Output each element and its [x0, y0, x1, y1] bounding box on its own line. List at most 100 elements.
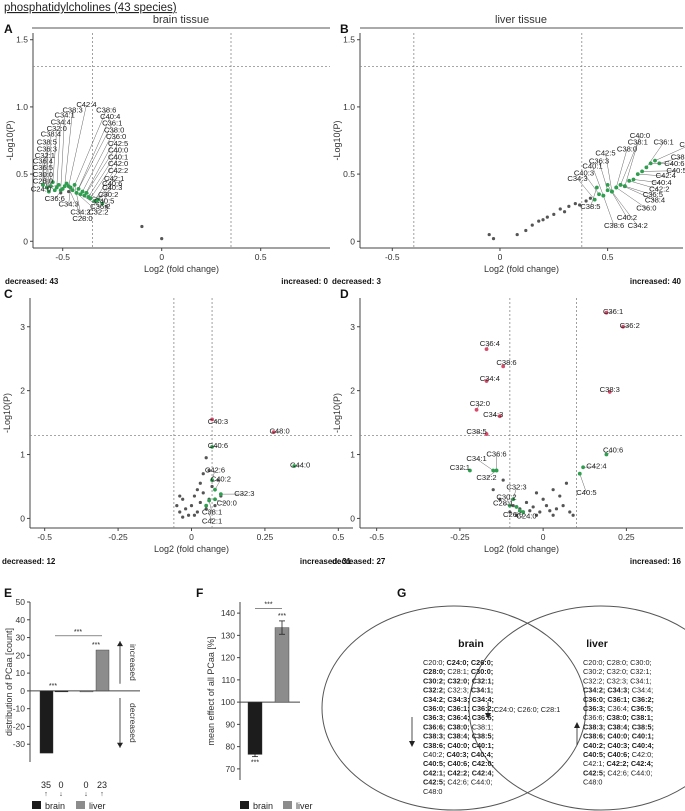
labeled-point — [614, 185, 619, 190]
venn-liver-only-species: C36:4; — [607, 704, 631, 713]
venn-liver-only-species: C36:5; — [631, 704, 653, 713]
label-leader-line — [88, 150, 119, 198]
y-tick-label: 80 — [226, 742, 236, 752]
point-label: C36:5 — [643, 190, 663, 199]
venn-liver-only-species: C36:0; — [583, 695, 607, 704]
x-axis-label: Log2 (fold change) — [154, 544, 229, 554]
label-leader-line — [76, 116, 111, 194]
point-label: C38:3 — [671, 152, 685, 161]
legend-swatch-liver — [76, 801, 85, 809]
venn-liver-only-species: C36:6; — [583, 713, 607, 722]
point-label: C34:4 — [480, 374, 500, 383]
venn-liver-only-species: C40:0; — [607, 732, 631, 741]
venn-liver-only-species: C38:6; — [583, 732, 607, 741]
venn-brain-only-row: C38:3; C38:4; C38:5; — [423, 732, 494, 741]
labeled-point — [207, 498, 212, 503]
venn-brain-only-row: C36:6; C38:0; C38:1; — [423, 722, 493, 731]
venn-brain-only-species: C36:0; — [423, 704, 447, 713]
point-label: C36:2 — [679, 140, 685, 149]
panel-b: B 0 0.5 1.0 1.5 -0.5 0 0.5 Log2 (fold change) -Lo… — [332, 22, 685, 286]
bar-brain — [247, 701, 263, 755]
venn-brain-only-row: C36:0; C36:1; C36:2; — [423, 704, 494, 713]
point-label: C32:0 — [47, 124, 67, 133]
venn-liver-only-row: C34:2; C34:3; C34:4; — [583, 686, 653, 695]
panel-d: D 0 1 2 3 -0.5 -0.25 0 0.25 Log2 (fold change) -Lo… — [332, 287, 683, 566]
venn-brain-only-row: C48:0 — [423, 787, 442, 796]
label-leader-line — [40, 184, 59, 190]
labeled-point — [210, 478, 214, 482]
y-tick-label: 0.5 — [343, 169, 355, 179]
legend-label-liver: liver — [89, 801, 106, 811]
panel-letter: C — [4, 287, 13, 301]
label-leader-line — [42, 155, 46, 185]
point-label: C38:0 — [104, 125, 124, 134]
data-point — [568, 510, 572, 514]
y-tick-label: 1.0 — [343, 102, 355, 112]
labeled-point — [41, 182, 45, 187]
data-point — [530, 223, 534, 227]
direction-arrow: ↑ — [44, 791, 48, 798]
labeled-point — [60, 186, 65, 191]
label-leader-line — [512, 487, 517, 500]
point-label: C40:2 — [617, 213, 637, 222]
venn-brain-only-species: C42:2; — [447, 768, 471, 777]
labeled-point — [581, 465, 586, 470]
count-liver-decreased: 0 — [83, 780, 88, 790]
point-label: C42:2 — [649, 185, 669, 194]
point-label: C32:2 — [476, 473, 496, 482]
y-tick-label: 3 — [350, 322, 355, 332]
data-point — [184, 507, 188, 511]
venn-brain-only-row: C32:2; C32:3; C34:1; — [423, 686, 493, 695]
data-point — [588, 196, 593, 200]
point-label: C36:4 — [480, 339, 500, 348]
y-tick-label: 0.5 — [16, 169, 28, 179]
x-axis-label: Log2 (fold change) — [484, 264, 559, 274]
labeled-point — [511, 497, 516, 502]
venn-brain-only-row: C40:2; C40:3; C40:4; — [423, 750, 493, 759]
legend-label-brain: brain — [253, 801, 273, 811]
point-label: C40:5 — [94, 197, 114, 206]
point-label: C36:1 — [653, 138, 673, 147]
venn-brain-only-species: C32:2; — [423, 686, 447, 695]
labeled-point — [577, 471, 582, 476]
point-label: C34:3 — [567, 174, 587, 183]
count-brain-increased: 0 — [58, 780, 63, 790]
decreased-label: decreased — [128, 703, 138, 743]
venn-brain-only-species: C42:4; — [472, 768, 494, 777]
labeled-point — [631, 177, 636, 182]
label-leader-line — [590, 187, 598, 208]
y-axis-label: -Log10(P) — [5, 120, 15, 160]
y-tick-label: 40 — [16, 615, 26, 625]
point-label: C28:0 — [72, 214, 92, 223]
venn-liver-only-species: C34:4; — [632, 686, 654, 695]
venn-liver-only-row: C36:6; C38:0; C38:1; — [583, 713, 653, 722]
venn-liver-only-row: C20:0; C28:0; C30:0; — [583, 658, 652, 667]
significance-marker: *** — [74, 629, 82, 636]
data-point — [571, 513, 575, 517]
point-label: C32:2 — [88, 207, 108, 216]
data-point — [562, 210, 567, 214]
data-point — [515, 232, 519, 237]
decreased-count: decreased: 43 — [5, 277, 59, 286]
x-tick-label: -0.5 — [37, 532, 52, 542]
venn-brain-only-row: C42:1; C42:2; C42:4; — [423, 768, 494, 777]
legend-swatch-brain — [32, 801, 41, 809]
label-leader-line — [503, 503, 517, 508]
venn-liver-only-row: C48:0 — [583, 778, 602, 787]
labeled-point — [100, 201, 105, 206]
venn-brain-only-species: C42:5; — [423, 778, 447, 787]
label-leader-line — [577, 178, 595, 200]
x-axis-label: Log2 (fold change) — [484, 544, 559, 554]
x-tick-label: 0.5 — [602, 252, 614, 262]
y-tick-label: -20 — [13, 721, 26, 731]
venn-liver-only-species: C38:5; — [632, 722, 654, 731]
labeled-point — [50, 180, 55, 185]
venn-brain-only-row: C20:0; C24:0; C26:0; — [423, 658, 493, 667]
y-axis-label: mean effect of all PCaa [%] — [206, 637, 216, 746]
legend-label-liver: liver — [296, 801, 313, 811]
labeled-point — [601, 193, 606, 198]
panel-letter: D — [340, 287, 349, 301]
data-point — [531, 505, 535, 509]
y-tick-label: 3 — [20, 322, 25, 332]
venn-liver-only-species: C36:2; — [632, 695, 654, 704]
